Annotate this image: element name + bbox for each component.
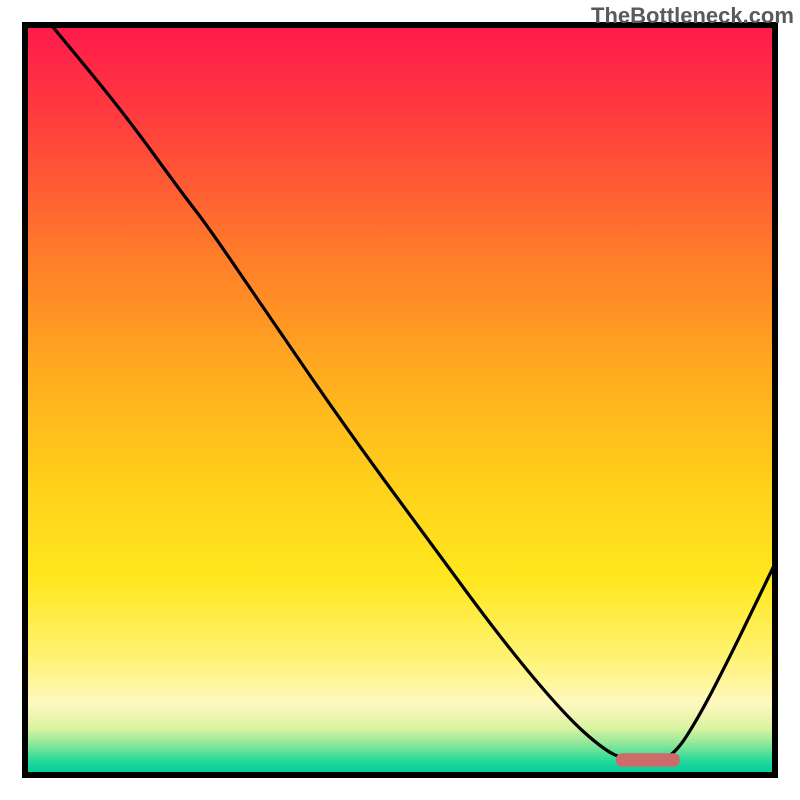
gradient-background — [25, 25, 775, 775]
chart-stage: TheBottleneck.com — [0, 0, 800, 800]
chart-svg — [0, 0, 800, 800]
watermark-text: TheBottleneck.com — [591, 3, 794, 29]
optimal-range-marker — [616, 753, 680, 767]
